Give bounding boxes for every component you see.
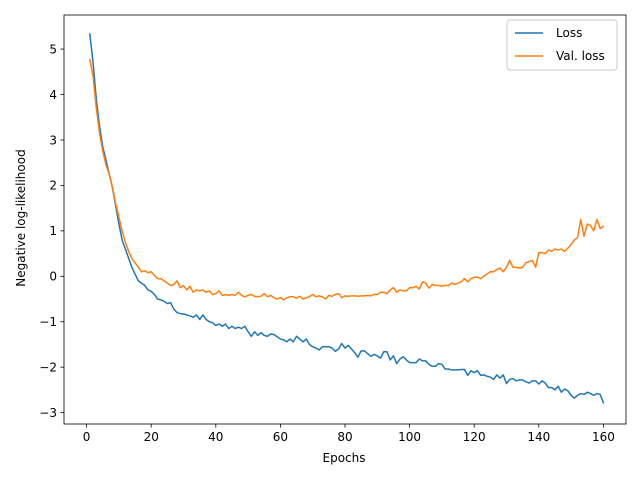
y-tick-label: 4 — [49, 88, 57, 102]
x-axis-ticks: 0 20 40 60 80 100 120 140 160 — [83, 424, 615, 444]
x-tick-label: 140 — [527, 430, 550, 444]
y-tick-label: −1 — [39, 315, 57, 329]
x-tick-label: 60 — [273, 430, 288, 444]
x-tick-label: 160 — [592, 430, 615, 444]
x-tick-label: 120 — [463, 430, 486, 444]
y-tick-label: 0 — [49, 270, 57, 284]
y-tick-label: 3 — [49, 133, 57, 147]
x-tick-label: 0 — [83, 430, 91, 444]
y-tick-label: −2 — [39, 360, 57, 374]
series-line-loss — [89, 33, 605, 404]
y-tick-label: 5 — [49, 42, 57, 56]
x-tick-label: 40 — [208, 430, 223, 444]
legend: Loss Val. loss — [506, 19, 618, 71]
x-tick-label: 100 — [398, 430, 421, 444]
x-axis-label: Epochs — [323, 451, 366, 465]
y-tick-label: −3 — [39, 406, 57, 420]
y-tick-label: 2 — [49, 179, 57, 193]
y-axis-ticks: −3 −2 −1 0 1 2 3 4 5 — [39, 42, 64, 420]
legend-label-val-loss: Val. loss — [556, 49, 605, 63]
y-tick-label: 1 — [49, 224, 57, 238]
x-tick-label: 80 — [337, 430, 352, 444]
series-line-val-loss — [88, 58, 605, 301]
legend-label-loss: Loss — [556, 26, 582, 40]
x-tick-label: 20 — [144, 430, 159, 444]
y-axis-label: Negative log-likelihood — [14, 149, 28, 286]
